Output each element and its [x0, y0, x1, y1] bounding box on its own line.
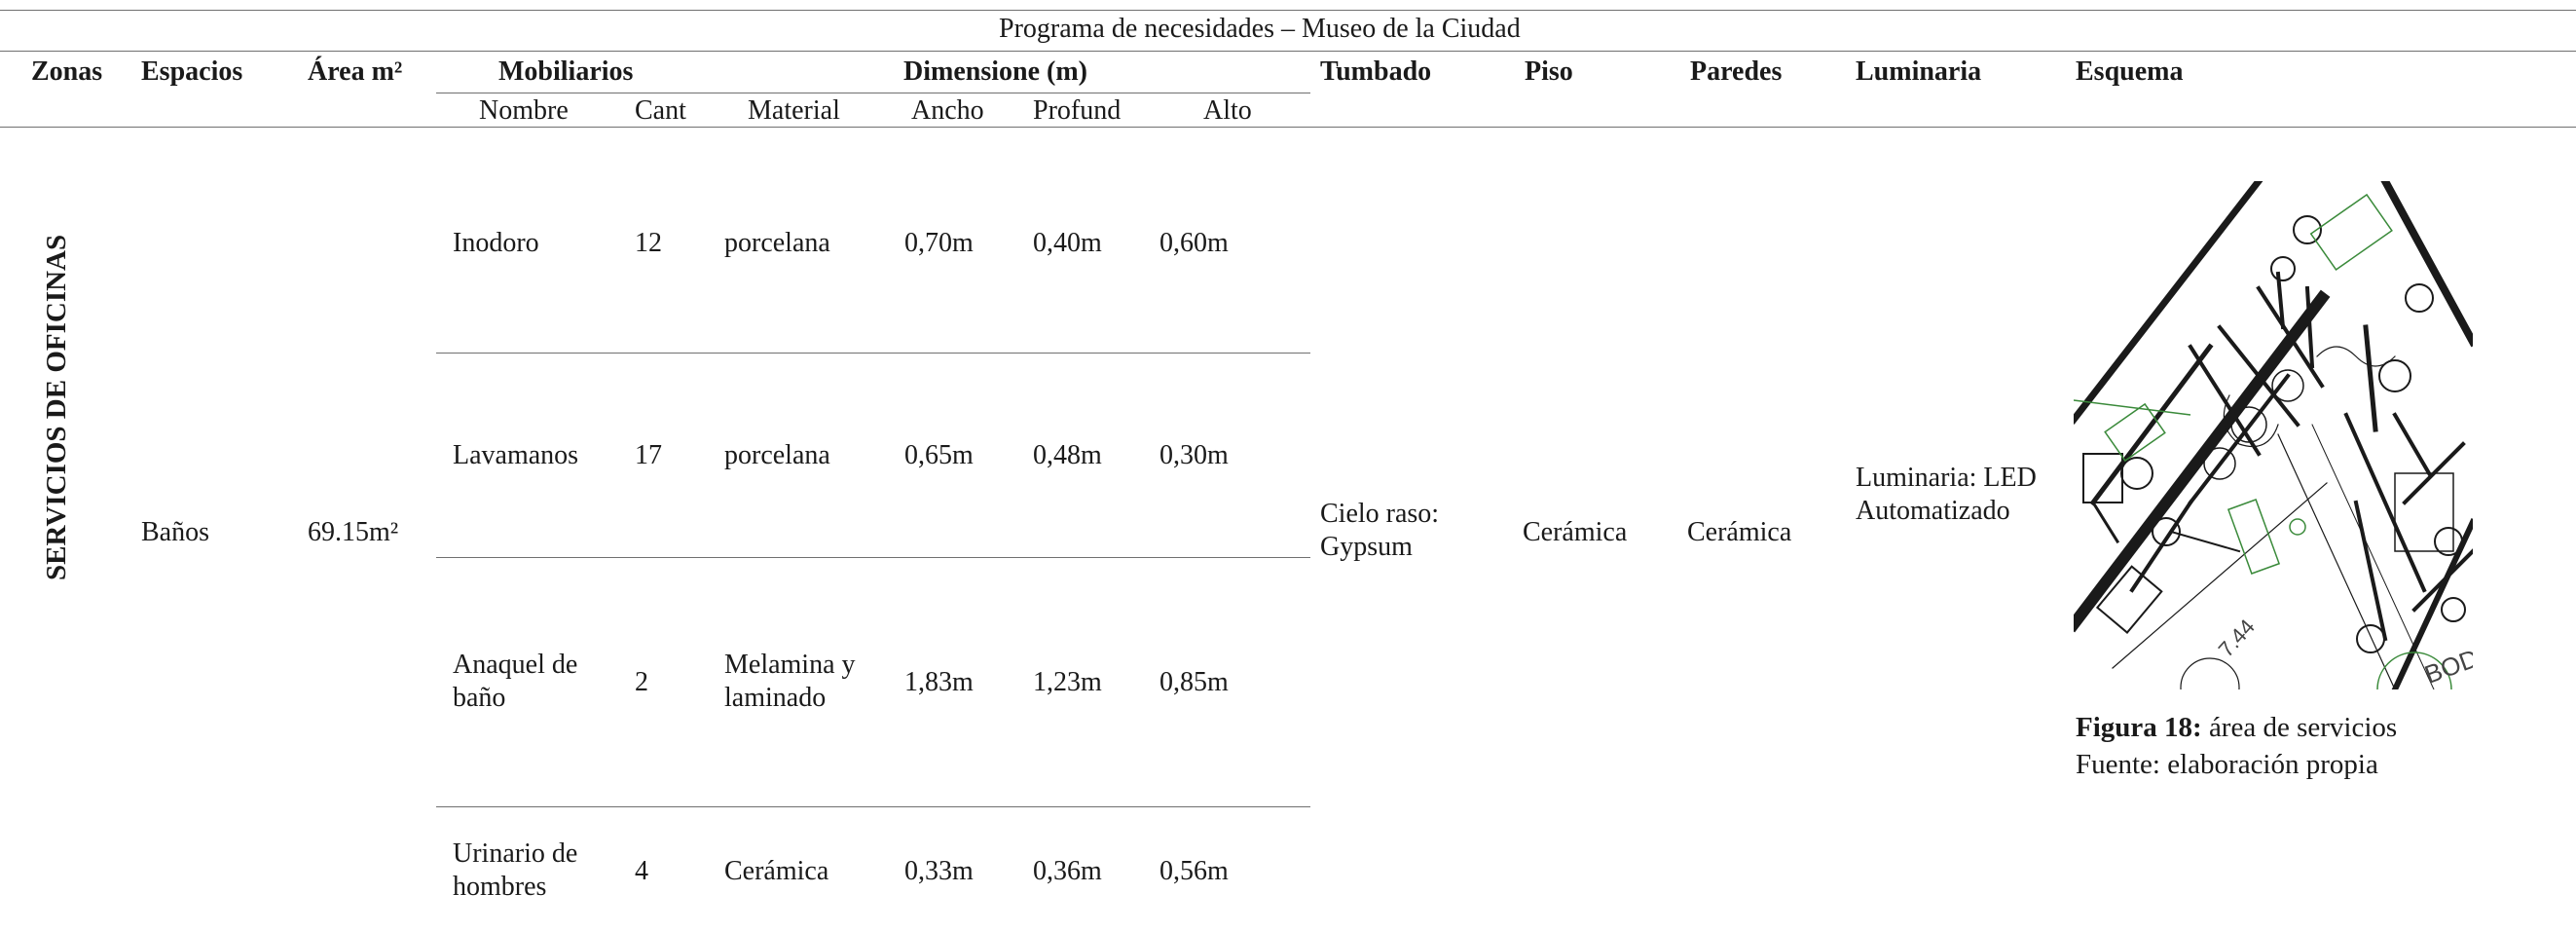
header-luminaria: Luminaria [1856, 56, 1982, 87]
item-ancho: 0,33m [904, 856, 974, 886]
luminaria-cell: Luminaria: LED Automatizado [1856, 463, 2037, 526]
item-nombre: Lavamanos [453, 440, 579, 470]
subheader-cant: Cant [635, 95, 686, 126]
header-zonas: Zonas [31, 56, 103, 87]
row-rule-1 [436, 353, 1310, 354]
item-profund: 0,40m [1033, 228, 1102, 258]
item-ancho: 0,70m [904, 228, 974, 258]
row-rule-3 [436, 806, 1310, 807]
item-ancho: 0,65m [904, 440, 974, 470]
item-ancho: 1,83m [904, 667, 974, 697]
item-material: Melamina y laminado [724, 650, 856, 713]
subheader-alto: Alto [1203, 95, 1252, 126]
item-cant: 4 [635, 856, 648, 886]
header-tumbado: Tumbado [1320, 56, 1432, 87]
floor-plan-image: 7.44 BODE [2074, 181, 2473, 689]
row-rule-2 [436, 557, 1310, 558]
subheader-nombre: Nombre [479, 95, 569, 126]
item-cant: 2 [635, 667, 648, 697]
header-area: Área m² [308, 56, 403, 87]
paredes-cell: Cerámica [1687, 517, 1792, 547]
subheader-profund: Profund [1033, 95, 1122, 126]
subheader-rule [0, 127, 2576, 128]
figure-caption-text: área de servicios [2201, 712, 2398, 743]
header-rule [0, 51, 2576, 52]
zona-label: SERVICIOS DE OFICINAS [41, 234, 72, 580]
item-alto: 0,60m [1159, 228, 1229, 258]
subheader-material: Material [748, 95, 840, 126]
item-cant: 12 [635, 228, 662, 258]
table-top-rule [0, 10, 2576, 11]
item-material: porcelana [724, 440, 830, 470]
header-mobiliarios: Mobiliarios [498, 56, 634, 87]
header-esquema: Esquema [2076, 56, 2184, 87]
item-nombre: Inodoro [453, 228, 539, 258]
tumbado-cell: Cielo raso: Gypsum [1320, 499, 1440, 562]
header-dimensiones: Dimensione (m) [903, 56, 1087, 87]
figure-source: Fuente: elaboración propia [2076, 749, 2378, 780]
item-profund: 0,48m [1033, 440, 1102, 470]
item-material: Cerámica [724, 856, 829, 886]
table-title: Programa de necesidades – Museo de la Ci… [999, 14, 1521, 44]
item-profund: 0,36m [1033, 856, 1102, 886]
subheader-ancho: Ancho [911, 95, 984, 126]
item-alto: 0,30m [1159, 440, 1229, 470]
piso-cell: Cerámica [1523, 517, 1628, 547]
plan-dimension-label: 7.44 [2214, 614, 2260, 662]
item-material: porcelana [724, 228, 830, 258]
header-piso: Piso [1525, 56, 1573, 87]
header-espacios: Espacios [141, 56, 243, 87]
header-paredes: Paredes [1690, 56, 1783, 87]
item-profund: 1,23m [1033, 667, 1102, 697]
figure-caption-label: Figura 18: [2076, 712, 2202, 743]
espacio-cell: Baños [141, 517, 209, 547]
item-alto: 0,85m [1159, 667, 1229, 697]
item-nombre: Urinario de hombres [453, 838, 578, 902]
area-cell: 69.15m² [308, 517, 399, 547]
item-nombre: Anaquel de baño [453, 650, 578, 713]
item-cant: 17 [635, 440, 662, 470]
item-alto: 0,56m [1159, 856, 1229, 886]
plan-room-label: BODE [2420, 637, 2473, 689]
figure-caption: Figura 18: área de servicios Fuente: ela… [2076, 709, 2397, 783]
